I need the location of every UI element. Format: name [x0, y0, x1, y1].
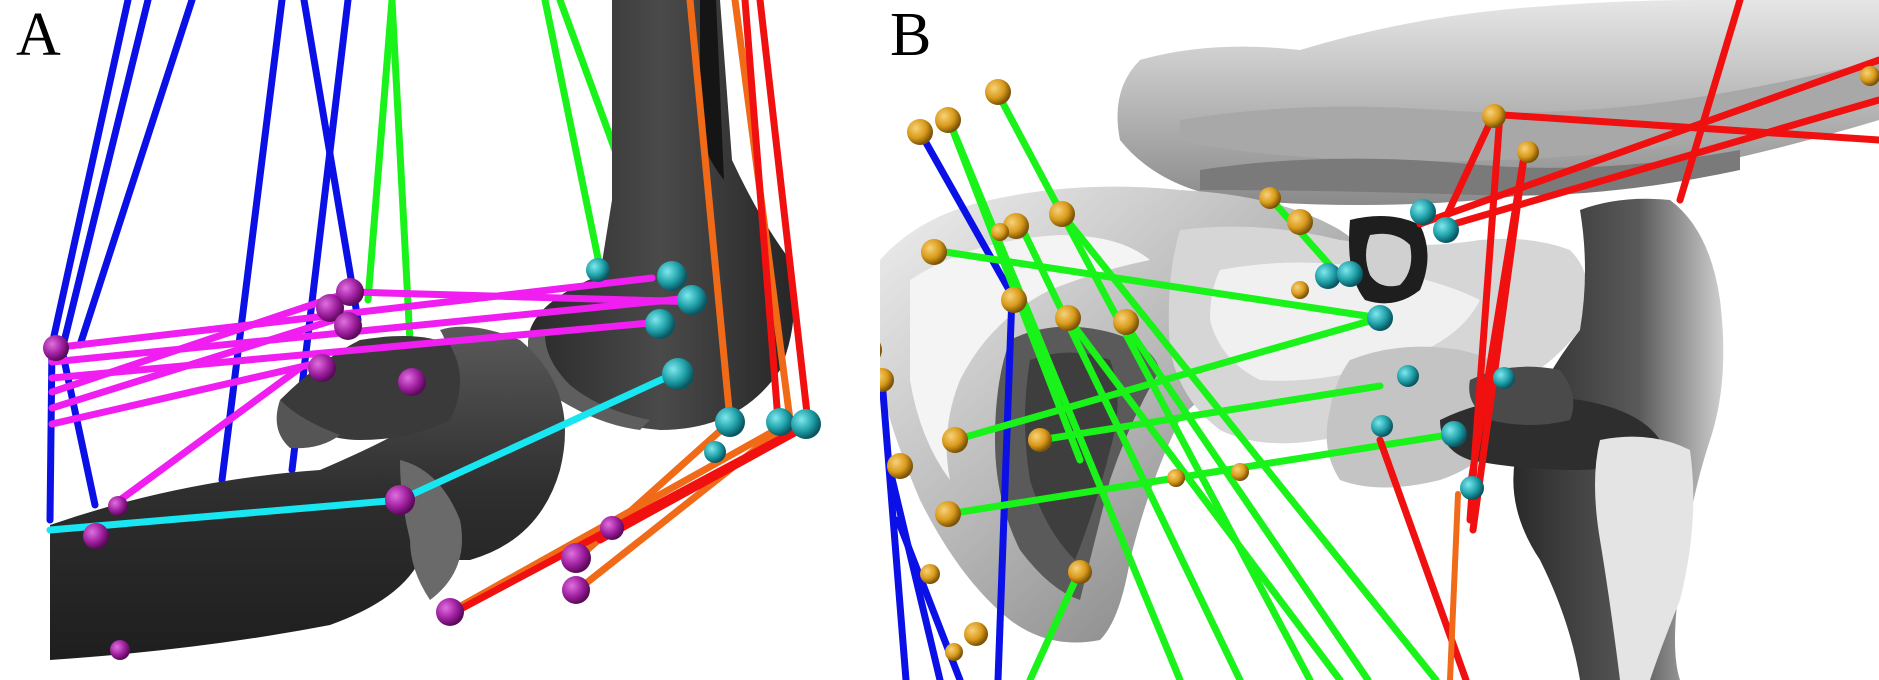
- sphere-marker-icon: [1860, 66, 1879, 86]
- sphere-marker-icon: [935, 501, 961, 527]
- sphere-marker-icon: [1410, 199, 1436, 225]
- sphere-marker-icon: [385, 485, 415, 515]
- sphere-marker-icon: [907, 119, 933, 145]
- sphere-marker-icon: [1167, 469, 1185, 487]
- sphere-marker-icon: [1291, 281, 1309, 299]
- sphere-marker-icon: [1441, 421, 1467, 447]
- sphere-marker-icon: [991, 223, 1009, 241]
- sphere-marker-icon: [1113, 309, 1139, 335]
- sphere-marker-icon: [1517, 141, 1539, 163]
- sphere-marker-icon: [334, 312, 362, 340]
- humerus-bone: [528, 0, 795, 430]
- green-muscle-lines: [364, 0, 619, 384]
- sphere-marker-icon: [561, 543, 591, 573]
- sphere-marker-icon: [1482, 104, 1506, 128]
- panel-label-b: B: [890, 1, 932, 69]
- sphere-marker-icon: [1397, 365, 1419, 387]
- sphere-marker-icon: [316, 294, 344, 322]
- sphere-marker-icon: [1315, 263, 1341, 289]
- sphere-marker-icon: [935, 107, 961, 133]
- sphere-marker-icon: [657, 261, 687, 291]
- sphere-marker-icon: [645, 309, 675, 339]
- orange-muscle-lines: [1447, 491, 1461, 680]
- sphere-marker-icon: [1287, 209, 1313, 235]
- sphere-marker-icon: [942, 427, 968, 453]
- sphere-marker-icon: [1493, 367, 1515, 389]
- sphere-marker-icon: [1367, 305, 1393, 331]
- sphere-marker-icon: [887, 453, 913, 479]
- sphere-marker-icon: [600, 516, 624, 540]
- sphere-marker-icon: [436, 598, 464, 626]
- sphere-marker-icon: [108, 496, 128, 516]
- sphere-marker-icon: [336, 278, 364, 306]
- sphere-marker-icon: [1460, 476, 1484, 500]
- sphere-marker-icon: [1049, 201, 1075, 227]
- blue-muscle-lines: [46, 0, 362, 524]
- sphere-marker-icon: [715, 407, 745, 437]
- sphere-marker-icon: [880, 368, 894, 392]
- purple-markers: [43, 278, 624, 660]
- sphere-marker-icon: [1231, 463, 1249, 481]
- panel-a: A: [0, 0, 880, 680]
- sphere-marker-icon: [880, 342, 882, 358]
- teal-markers: [1315, 199, 1515, 500]
- sphere-marker-icon: [1001, 287, 1027, 313]
- sphere-marker-icon: [1259, 187, 1281, 209]
- sphere-marker-icon: [1371, 415, 1393, 437]
- sphere-marker-icon: [83, 523, 109, 549]
- sphere-marker-icon: [677, 285, 707, 315]
- sphere-marker-icon: [308, 354, 336, 382]
- red-muscle-lines: [451, 0, 812, 616]
- blue-muscle-lines: [880, 128, 1016, 680]
- sphere-marker-icon: [791, 409, 821, 439]
- sphere-marker-icon: [945, 643, 963, 661]
- panel-label-a: A: [16, 1, 61, 69]
- sphere-marker-icon: [562, 576, 590, 604]
- sphere-marker-icon: [1068, 560, 1092, 584]
- sphere-marker-icon: [985, 79, 1011, 105]
- panel-a-render: [43, 0, 821, 660]
- sphere-marker-icon: [586, 258, 610, 282]
- sphere-marker-icon: [1337, 261, 1363, 287]
- sphere-marker-icon: [662, 358, 694, 390]
- scapula-right-bone: [1349, 198, 1724, 680]
- sphere-marker-icon: [964, 622, 988, 646]
- sphere-marker-icon: [110, 640, 130, 660]
- sphere-marker-icon: [921, 239, 947, 265]
- cyan-muscle-lines: [46, 368, 682, 534]
- gold-markers: [880, 66, 1879, 661]
- sphere-marker-icon: [1433, 217, 1459, 243]
- teal-markers: [586, 258, 821, 463]
- sphere-marker-icon: [920, 564, 940, 584]
- sphere-marker-icon: [43, 335, 69, 361]
- sphere-marker-icon: [1028, 428, 1052, 452]
- sphere-marker-icon: [766, 408, 794, 436]
- panel-b-render: [880, 0, 1879, 680]
- sphere-marker-icon: [1003, 213, 1029, 239]
- sphere-marker-icon: [398, 368, 426, 396]
- sphere-marker-icon: [704, 441, 726, 463]
- sphere-marker-icon: [1055, 305, 1081, 331]
- panel-b: B: [880, 0, 1879, 680]
